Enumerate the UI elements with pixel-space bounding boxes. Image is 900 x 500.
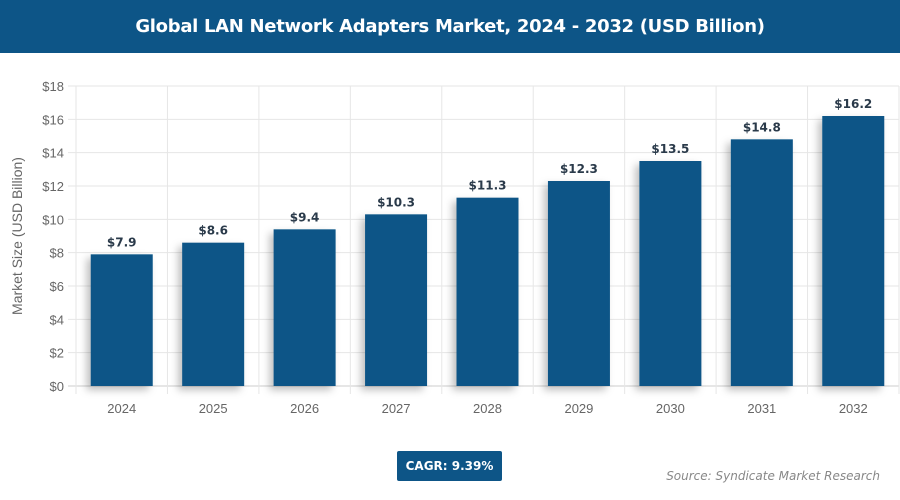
x-tick-label: 2029: [564, 401, 593, 416]
data-label: $8.6: [198, 224, 228, 238]
x-tick-label: 2030: [656, 401, 685, 416]
data-label: $13.5: [651, 142, 689, 156]
y-tick-label: $16: [42, 112, 64, 127]
x-tick-label: 2026: [290, 401, 319, 416]
bar-2029: [547, 181, 610, 386]
y-tick-label: $12: [42, 179, 64, 194]
bar-2030: [639, 161, 702, 386]
y-tick-label: $6: [50, 279, 64, 294]
x-tick-label: 2024: [107, 401, 136, 416]
cagr-badge: CAGR: 9.39%: [397, 451, 502, 481]
chart-title: Global LAN Network Adapters Market, 2024…: [0, 0, 900, 53]
data-label: $16.2: [834, 97, 872, 111]
y-tick-label: $8: [50, 246, 64, 261]
bar-2024: [90, 254, 153, 386]
bar-2028: [456, 197, 519, 386]
x-tick-label: 2031: [747, 401, 776, 416]
y-axis-label: Market Size (USD Billion): [9, 157, 25, 315]
data-label: $7.9: [107, 235, 137, 249]
bar-2031: [730, 139, 793, 386]
y-tick-label: $18: [42, 79, 64, 94]
data-label: $10.3: [377, 195, 415, 209]
bar-2027: [365, 214, 428, 386]
y-tick-label: $10: [42, 212, 64, 227]
source-note: Source: Syndicate Market Research: [666, 469, 880, 483]
x-tick-label: 2032: [839, 401, 868, 416]
y-tick-label: $0: [50, 379, 64, 394]
x-tick-label: 2027: [382, 401, 411, 416]
bar-2025: [182, 242, 245, 386]
x-tick-label: 2025: [199, 401, 228, 416]
data-label: $9.4: [290, 210, 320, 224]
data-label: $14.8: [743, 120, 781, 134]
x-tick-label: 2028: [473, 401, 502, 416]
y-tick-label: $4: [50, 312, 64, 327]
data-label: $12.3: [560, 162, 598, 176]
y-tick-label: $14: [42, 146, 64, 161]
y-tick-label: $2: [50, 346, 64, 361]
bar-2026: [273, 229, 336, 386]
data-label: $11.3: [469, 179, 507, 193]
bar-2032: [822, 116, 885, 386]
